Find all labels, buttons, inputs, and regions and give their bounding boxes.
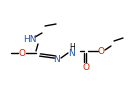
Text: O: O [18,48,25,57]
Text: H: H [69,43,75,51]
Text: N: N [54,54,60,64]
Text: N: N [69,49,75,59]
Text: HN: HN [23,35,37,45]
Text: O: O [97,46,105,56]
Text: O: O [83,64,90,73]
